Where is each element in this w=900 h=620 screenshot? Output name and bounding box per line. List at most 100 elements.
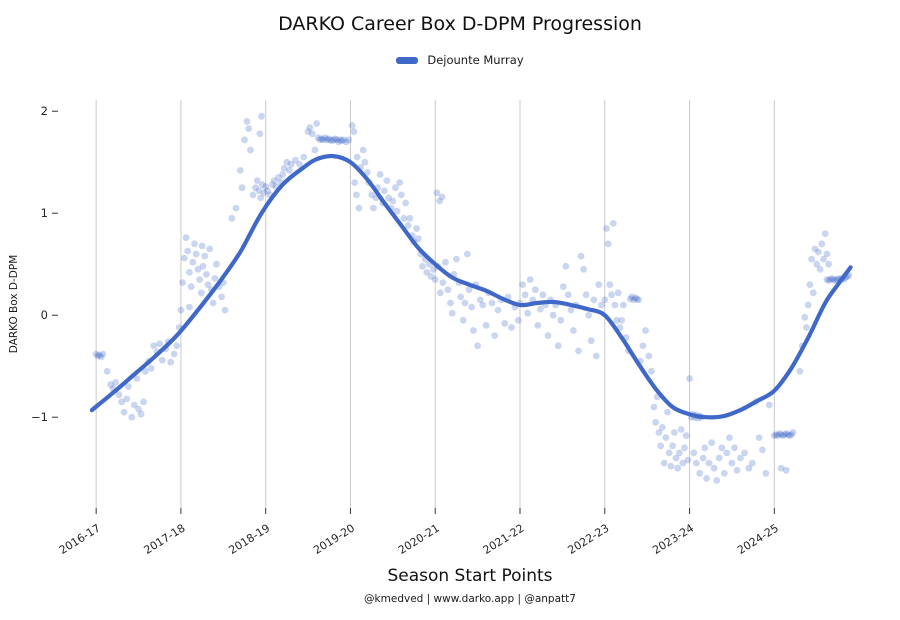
- scatter-point: [524, 309, 531, 317]
- scatter-point: [770, 432, 778, 439]
- scatter-point: [221, 306, 229, 314]
- scatter-point: [669, 442, 676, 450]
- scatter-point: [218, 293, 226, 301]
- scatter-point: [97, 353, 105, 361]
- scatter-point: [338, 137, 346, 145]
- scatter-point: [396, 179, 403, 187]
- scatter-point: [830, 276, 838, 283]
- scatter-point: [258, 181, 266, 189]
- scatter-point: [468, 303, 476, 311]
- scatter-point: [580, 265, 587, 273]
- scatter-point: [562, 262, 570, 270]
- scatter-point: [249, 191, 257, 199]
- scatter-point: [601, 296, 609, 304]
- scatter-point: [648, 367, 655, 375]
- scatter-point: [733, 466, 741, 474]
- scatter-point: [677, 426, 685, 433]
- scatter-point: [796, 367, 804, 375]
- footer-credits: @kmedved | www.darko.app | @anpatt7: [364, 593, 576, 605]
- scatter-point: [465, 286, 473, 294]
- scatter-point: [491, 332, 498, 339]
- scatter-point: [279, 171, 286, 178]
- scatter-point: [313, 120, 320, 127]
- scatter-point: [444, 286, 452, 294]
- scatter-point: [245, 125, 253, 132]
- scatter-point: [755, 434, 763, 441]
- scatter-point: [353, 153, 361, 161]
- scatter-point: [236, 167, 244, 174]
- scatter-point: [526, 276, 534, 283]
- scatter-point: [718, 444, 726, 452]
- scatter-point: [179, 279, 187, 286]
- scatter-point: [340, 136, 348, 144]
- scatter-point: [414, 235, 422, 243]
- scatter-point: [650, 403, 658, 411]
- scatter-point: [206, 245, 214, 253]
- scatter-point: [321, 134, 329, 142]
- scatter-point: [631, 294, 639, 302]
- scatter-point: [150, 342, 158, 350]
- scatter-point: [674, 464, 682, 472]
- scatter-point: [333, 136, 341, 144]
- scatter-point: [482, 322, 490, 329]
- scatter-point: [570, 327, 577, 334]
- scatter-point: [823, 276, 831, 283]
- scatter-point: [308, 130, 316, 138]
- scatter-point: [686, 375, 693, 382]
- scatter-point: [406, 214, 414, 222]
- scatter-point: [459, 316, 467, 324]
- scatter-point: [613, 316, 620, 324]
- scatter-point: [385, 194, 392, 202]
- scatter-point: [701, 444, 709, 452]
- scatter-point: [198, 242, 206, 250]
- scatter-point: [336, 136, 344, 144]
- scatter-point: [494, 306, 502, 314]
- scatter-point: [304, 128, 312, 136]
- scatter-point: [238, 184, 246, 192]
- scatter-point: [296, 160, 303, 168]
- scatter-point: [189, 258, 197, 266]
- scatter-point: [720, 469, 728, 477]
- scatter-point: [269, 181, 276, 189]
- scatter-point: [821, 230, 829, 238]
- scatter-point: [173, 342, 181, 350]
- scatter-point: [759, 446, 766, 454]
- scatter-point: [287, 160, 295, 168]
- scatter-point: [611, 301, 619, 309]
- scatter-point: [461, 299, 469, 307]
- scatter-point: [286, 167, 293, 174]
- scatter-point: [318, 135, 325, 143]
- scatter-point: [639, 342, 647, 350]
- legend-series-label: Dejounte Murray: [427, 53, 524, 67]
- scatter-point: [99, 350, 107, 358]
- scatter-point: [213, 260, 220, 268]
- scatter-point: [537, 305, 544, 313]
- scatter-point: [355, 204, 363, 212]
- scatter-point: [292, 156, 299, 164]
- scatter-point: [554, 342, 562, 350]
- scatter-point: [787, 431, 795, 438]
- x-tick-label: 2022-23: [565, 522, 611, 557]
- x-tick-label: 2016-17: [57, 522, 103, 557]
- scatter-point: [789, 429, 797, 436]
- scatter-point: [577, 252, 585, 260]
- scatter-point: [488, 299, 496, 307]
- scatter-point: [772, 431, 780, 438]
- scatter-point: [660, 459, 668, 467]
- scatter-point: [818, 240, 826, 248]
- scatter-point: [682, 432, 690, 439]
- scatter-point: [575, 347, 582, 355]
- scatter-point: [103, 367, 111, 375]
- scatter-point: [655, 429, 663, 436]
- scatter-point: [368, 191, 376, 199]
- scatter-point: [603, 225, 610, 232]
- scatter-point: [595, 281, 603, 288]
- scatter-point: [319, 136, 327, 144]
- scatter-point: [642, 327, 649, 334]
- scatter-point: [124, 383, 132, 390]
- scatter-point: [705, 459, 713, 467]
- scatter-point: [464, 250, 471, 258]
- scatter-point: [659, 424, 666, 431]
- scatter-point: [135, 405, 142, 413]
- scatter-point: [728, 459, 736, 467]
